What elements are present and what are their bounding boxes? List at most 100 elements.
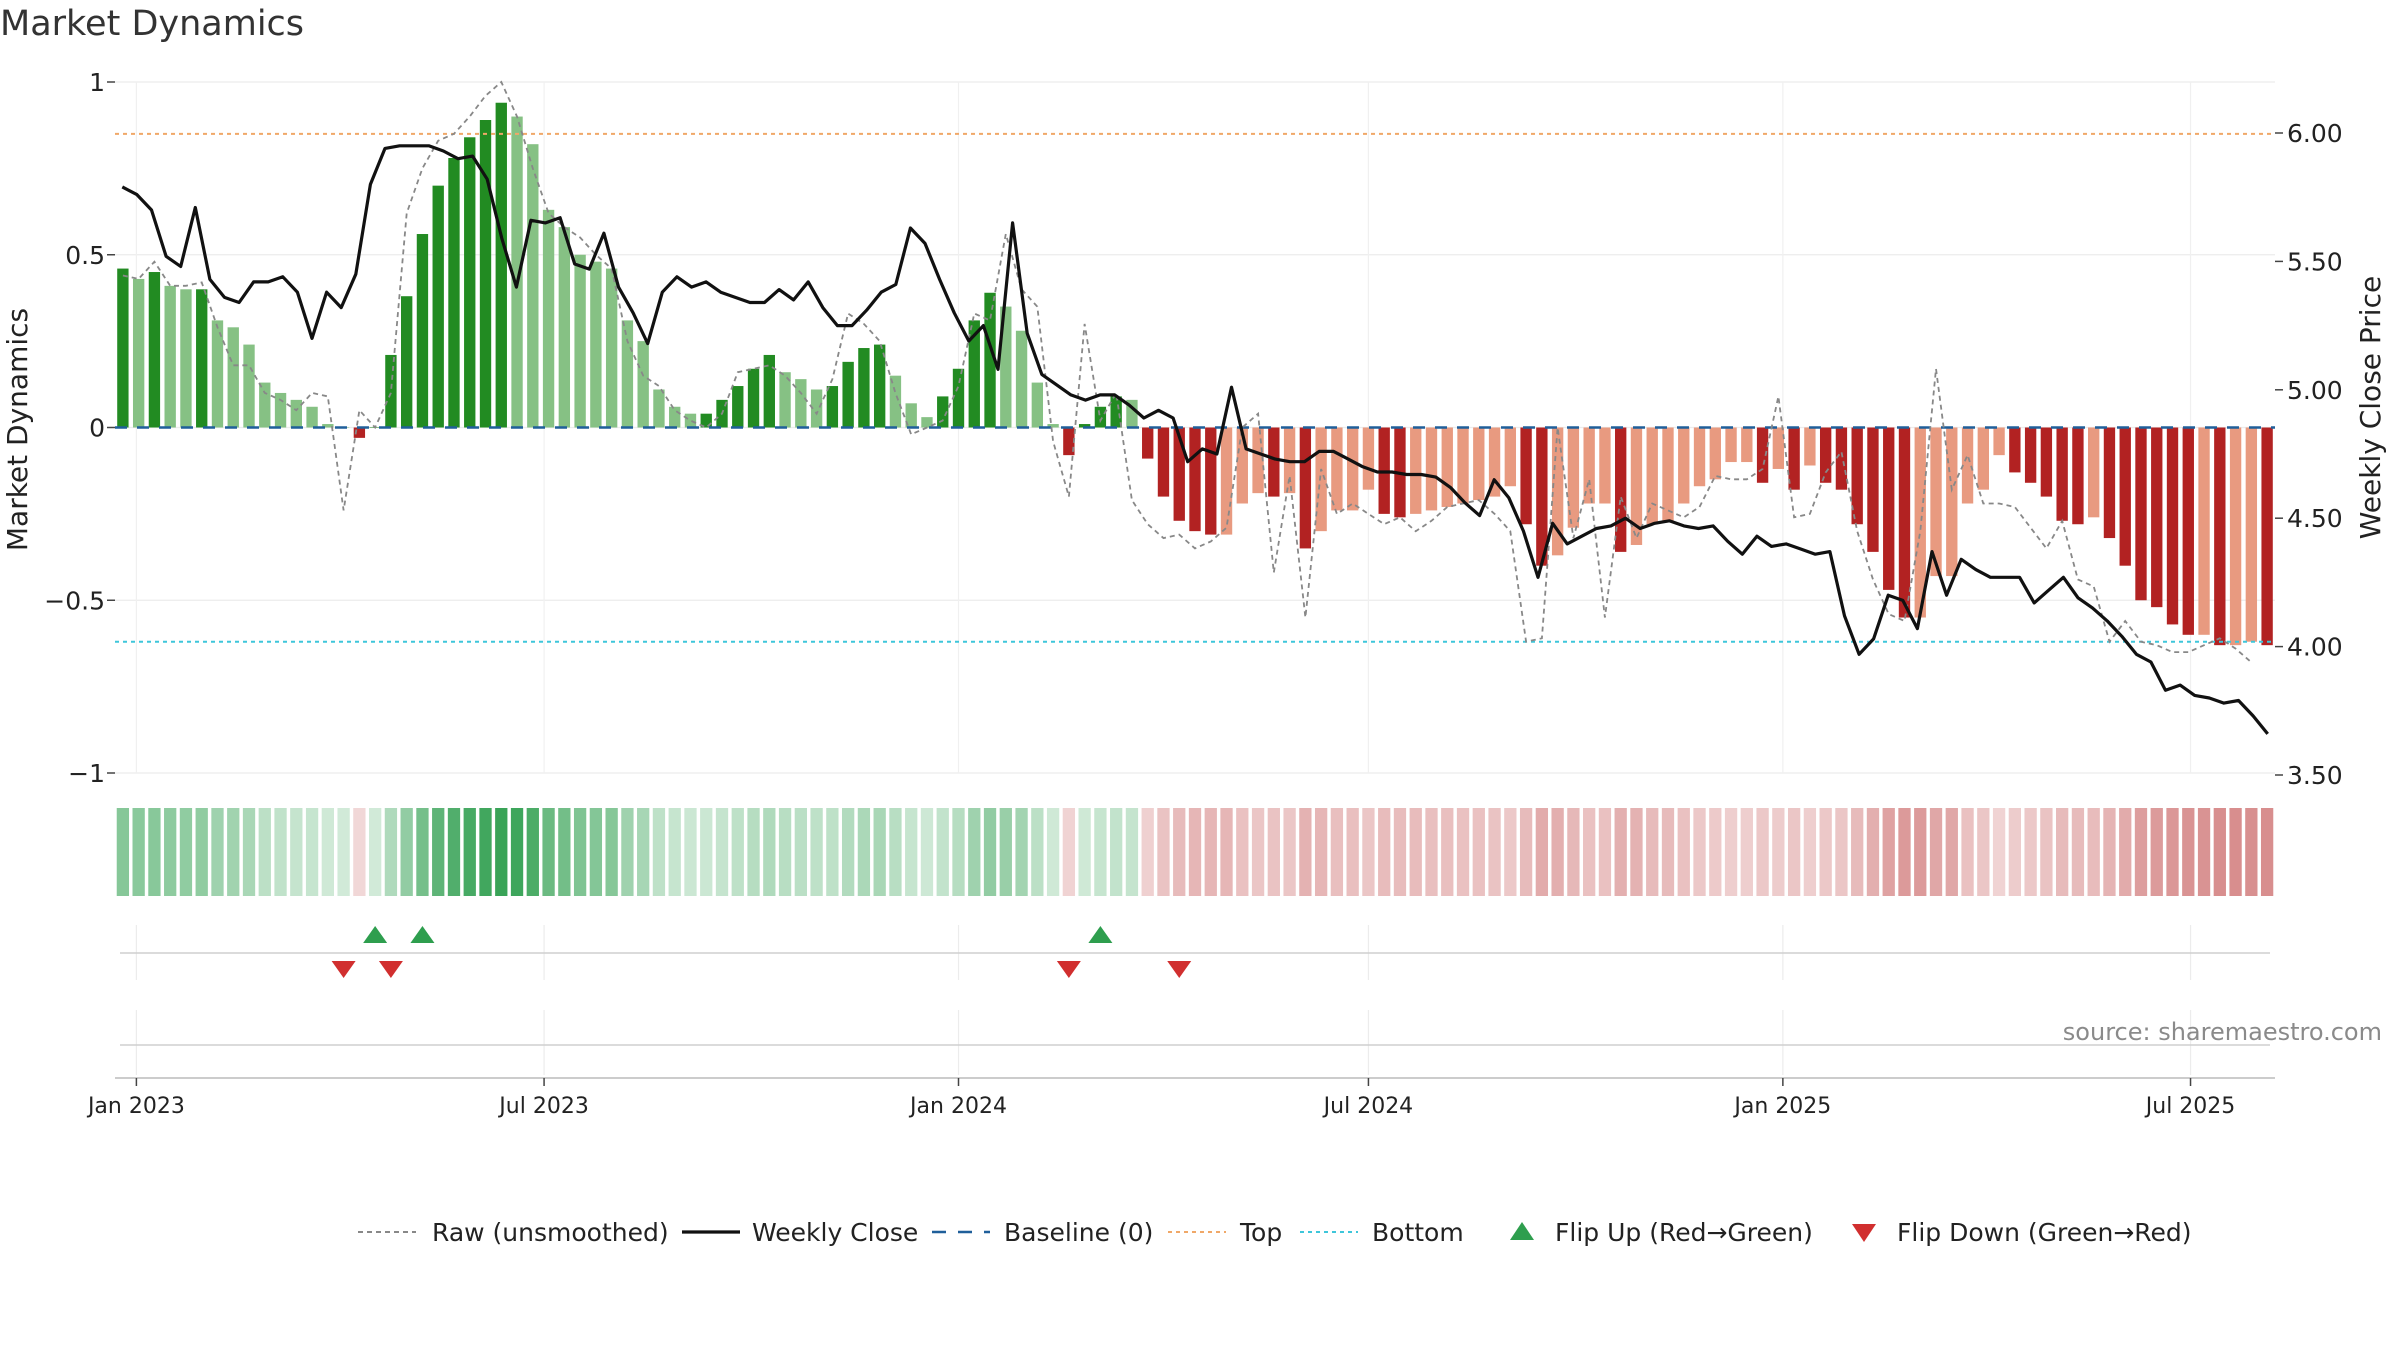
regime-cell	[1914, 808, 1927, 896]
dynamics-bar	[2214, 427, 2226, 646]
dynamics-bar	[2135, 427, 2147, 601]
source-text: source: sharemaestro.com	[2063, 1018, 2382, 1046]
dynamics-bar	[700, 413, 712, 428]
legend-label: Top	[1239, 1218, 1282, 1247]
dynamics-bar	[2088, 427, 2100, 518]
dynamics-bar	[1914, 427, 1926, 618]
regime-cell	[1977, 808, 1990, 896]
dynamics-bar	[1709, 427, 1721, 480]
dynamics-bar	[401, 296, 413, 428]
dynamics-bar	[1504, 427, 1517, 487]
regime-cell	[905, 808, 918, 896]
y-tick-label: 1	[89, 68, 105, 97]
dynamics-bar	[2245, 427, 2258, 642]
dynamics-bar	[479, 120, 492, 428]
regime-cell	[1567, 808, 1580, 896]
dynamics-bar	[1567, 427, 1580, 528]
dynamics-bar	[1741, 427, 1753, 463]
regime-cell	[2087, 808, 2100, 896]
dynamics-bar	[747, 368, 760, 428]
dynamics-bar	[637, 341, 649, 428]
dynamics-bar	[1126, 399, 1138, 428]
dynamics-bar	[732, 386, 744, 428]
y2-axis-label: Weekly Close Price	[2354, 276, 2387, 539]
axes: source: sharemaestro.com Jan 2023 Jul 2023…	[1, 68, 2387, 1119]
regime-cell	[542, 808, 555, 896]
regime-cell	[999, 808, 1012, 896]
regime-cell	[1236, 808, 1249, 896]
dynamics-bar	[1268, 427, 1280, 497]
dynamics-bar	[542, 209, 555, 428]
regime-cell	[1488, 808, 1501, 896]
regime-cell	[1031, 808, 1044, 896]
dynamics-bar	[2056, 427, 2068, 521]
flip-up-marker	[363, 926, 388, 943]
regime-cell	[1551, 808, 1564, 896]
dynamics-bar	[274, 392, 287, 428]
regime-cell	[432, 808, 445, 896]
dynamics-bar	[2198, 427, 2210, 635]
y-tick-label: 0	[89, 414, 105, 443]
y-tick-label: 0.5	[65, 241, 105, 270]
regime-cell	[1851, 808, 1864, 896]
regime-strip	[116, 808, 2274, 896]
regime-cell	[1204, 808, 1217, 896]
regime-cell	[558, 808, 571, 896]
regime-cell	[2197, 808, 2211, 896]
dynamics-bar	[1678, 427, 1690, 504]
y2-tick-label: 3.50	[2287, 761, 2343, 790]
regime-cell	[1724, 808, 1738, 896]
regime-cell	[1693, 808, 1706, 896]
dynamics-bar	[952, 368, 965, 428]
flip-down-marker	[1056, 961, 1081, 978]
dynamics-bar	[1157, 427, 1170, 497]
dynamics-bar	[1362, 427, 1375, 490]
dynamics-bar	[1536, 427, 1548, 566]
regime-cell	[747, 808, 760, 896]
y2-tick-label: 6.00	[2287, 119, 2343, 148]
regime-cell	[794, 808, 807, 896]
regime-cell	[1929, 808, 1943, 896]
dynamics-bar	[1441, 427, 1453, 507]
dynamics-bar	[1883, 427, 1895, 590]
regime-cell	[1961, 808, 1974, 896]
regime-cell	[1046, 808, 1060, 896]
regime-cell	[1299, 808, 1312, 896]
regime-cell	[1441, 808, 1454, 896]
legend-label: Flip Up (Red→Green)	[1555, 1218, 1813, 1247]
y-tick-label: −1	[68, 759, 105, 788]
dynamics-bar	[779, 372, 791, 428]
regime-cell	[731, 808, 744, 896]
legend-label: Raw (unsmoothed)	[432, 1218, 669, 1247]
regime-cell	[1756, 808, 1769, 896]
regime-cell	[1583, 808, 1596, 896]
dynamics-bar	[2009, 427, 2021, 473]
regime-cell	[1267, 808, 1280, 896]
regime-cell	[1866, 808, 1880, 896]
regime-cell	[1740, 808, 1753, 896]
dynamics-bar	[1110, 396, 1122, 428]
dynamics-bar	[1457, 427, 1469, 504]
x-tick-label: Jul 2024	[1322, 1094, 1414, 1119]
regime-cell	[573, 808, 587, 896]
y2-tick-label: 5.50	[2287, 247, 2343, 276]
regime-cell	[2182, 808, 2195, 896]
regime-cell	[873, 808, 886, 896]
dynamics-bar	[464, 137, 476, 428]
regime-cell	[1803, 808, 1817, 896]
regime-cell	[1157, 808, 1170, 896]
dynamics-bar	[1015, 330, 1028, 428]
regime-cell	[1283, 808, 1296, 896]
regime-cell	[652, 808, 666, 896]
dynamics-bar	[211, 320, 224, 428]
lines	[115, 80, 2275, 735]
dynamics-bar	[1236, 427, 1248, 504]
dynamics-bar	[937, 396, 949, 428]
regime-cell	[368, 808, 382, 896]
dynamics-bar	[1220, 427, 1233, 535]
dynamics-bar	[1346, 427, 1359, 511]
dynamics-bar	[416, 234, 429, 428]
regime-cell	[1220, 808, 1233, 896]
dynamics-bar	[495, 102, 507, 428]
regime-cell	[242, 808, 256, 896]
